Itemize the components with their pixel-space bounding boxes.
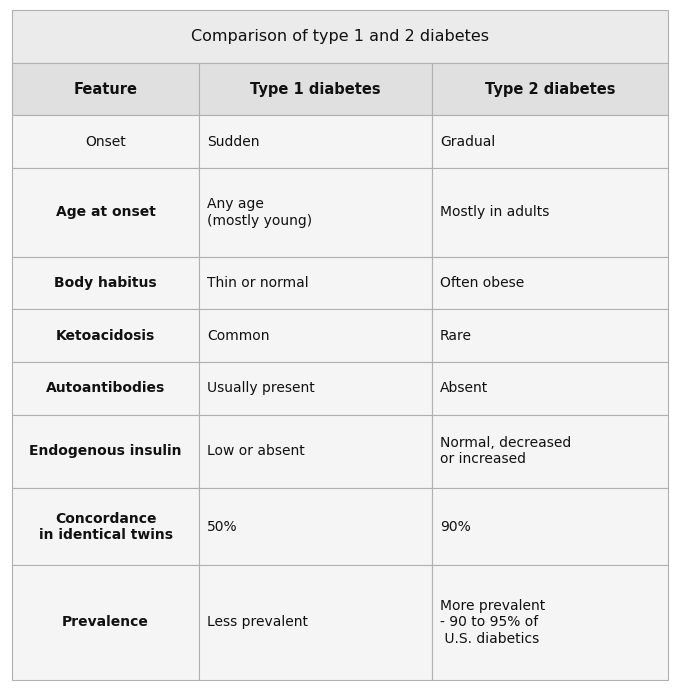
Text: 50%: 50%	[207, 520, 238, 533]
Text: Low or absent: Low or absent	[207, 444, 305, 458]
Bar	[12, 257, 199, 309]
Bar	[432, 115, 668, 168]
Bar	[432, 488, 668, 565]
Text: Less prevalent: Less prevalent	[207, 615, 308, 629]
Bar	[432, 415, 668, 488]
Bar	[432, 565, 668, 680]
Bar	[199, 362, 432, 415]
Bar	[199, 565, 432, 680]
Text: Thin or normal: Thin or normal	[207, 276, 309, 290]
Bar	[12, 115, 199, 168]
Bar	[199, 488, 432, 565]
Bar	[199, 415, 432, 488]
Text: Feature: Feature	[73, 81, 137, 97]
Bar	[12, 63, 199, 115]
Bar	[432, 362, 668, 415]
Bar	[12, 10, 668, 63]
Text: Any age
(mostly young): Any age (mostly young)	[207, 197, 312, 228]
Bar	[199, 309, 432, 362]
Text: Absent: Absent	[440, 382, 488, 395]
Bar	[199, 115, 432, 168]
Text: Often obese: Often obese	[440, 276, 524, 290]
Bar	[199, 257, 432, 309]
Text: Type 2 diabetes: Type 2 diabetes	[485, 81, 615, 97]
Text: Endogenous insulin: Endogenous insulin	[29, 444, 182, 458]
Text: Rare: Rare	[440, 328, 472, 343]
Text: Usually present: Usually present	[207, 382, 315, 395]
Text: Age at onset: Age at onset	[56, 206, 156, 219]
Bar	[12, 415, 199, 488]
Text: Prevalence: Prevalence	[62, 615, 149, 629]
Bar	[432, 63, 668, 115]
Bar	[432, 309, 668, 362]
Bar	[432, 257, 668, 309]
Text: More prevalent
- 90 to 95% of
 U.S. diabetics: More prevalent - 90 to 95% of U.S. diabe…	[440, 599, 545, 646]
Text: Common: Common	[207, 328, 270, 343]
Bar	[12, 309, 199, 362]
Text: Body habitus: Body habitus	[54, 276, 157, 290]
Text: Sudden: Sudden	[207, 135, 260, 149]
Bar	[12, 168, 199, 257]
Text: Normal, decreased
or increased: Normal, decreased or increased	[440, 436, 571, 466]
Text: Gradual: Gradual	[440, 135, 495, 149]
Bar	[199, 168, 432, 257]
Text: Comparison of type 1 and 2 diabetes: Comparison of type 1 and 2 diabetes	[191, 29, 489, 44]
Bar	[432, 168, 668, 257]
Text: Type 1 diabetes: Type 1 diabetes	[250, 81, 381, 97]
Bar	[12, 565, 199, 680]
Bar	[12, 488, 199, 565]
Bar	[12, 362, 199, 415]
Text: Onset: Onset	[85, 135, 126, 149]
Bar	[199, 63, 432, 115]
Text: 90%: 90%	[440, 520, 471, 533]
Text: Mostly in adults: Mostly in adults	[440, 206, 549, 219]
Text: Autoantibodies: Autoantibodies	[46, 382, 165, 395]
Text: Ketoacidosis: Ketoacidosis	[56, 328, 155, 343]
Text: Concordance
in identical twins: Concordance in identical twins	[39, 511, 173, 542]
